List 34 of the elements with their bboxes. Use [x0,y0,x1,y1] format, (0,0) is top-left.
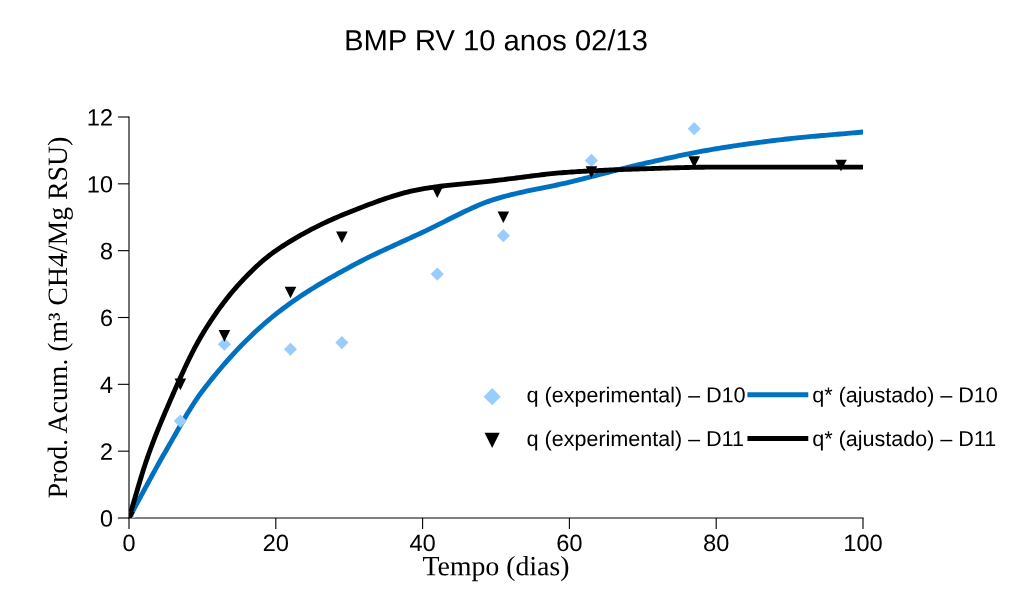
y-tick-label: 10 [88,175,113,193]
point [174,378,187,391]
legend-label: q (experimental) – D11 [527,430,743,451]
point [336,231,348,244]
point [687,122,701,136]
y-tick-label: 8 [100,242,112,260]
point [335,335,349,350]
chart-title: BMP RV 10 anos 02/13 [346,29,647,51]
point [218,330,231,342]
y-tick-label: 2 [101,443,112,460]
point [430,267,444,281]
point [584,153,599,168]
point [283,342,298,356]
y-tick-label: 0 [100,510,113,527]
y-tick-label: 12 [88,109,112,126]
legend-label: q* (ajustado) – D10 [813,386,997,407]
x-tick-label: 60 [557,534,582,552]
x-axis-title: Tempo (dias) [423,555,569,582]
y-axis-title: Prod. Acum. (m³ CH4/Mg RSU) [47,137,73,498]
y-tick-label: 6 [101,309,112,327]
point [497,211,510,224]
x-tick-label: 0 [123,534,135,552]
x-tick-label: 40 [410,534,435,552]
legend-label: q (experimental) – D10 [527,386,745,407]
point [585,166,598,178]
point [496,229,510,243]
point [173,414,187,428]
point [284,286,297,299]
y-tick-label: 4 [100,376,113,393]
legend-label: q* (ajustado) – D11 [813,430,996,451]
point [217,337,232,351]
x-tick-label: 80 [704,534,729,552]
x-tick-label: 100 [845,534,882,552]
x-tick-label: 20 [263,534,289,552]
